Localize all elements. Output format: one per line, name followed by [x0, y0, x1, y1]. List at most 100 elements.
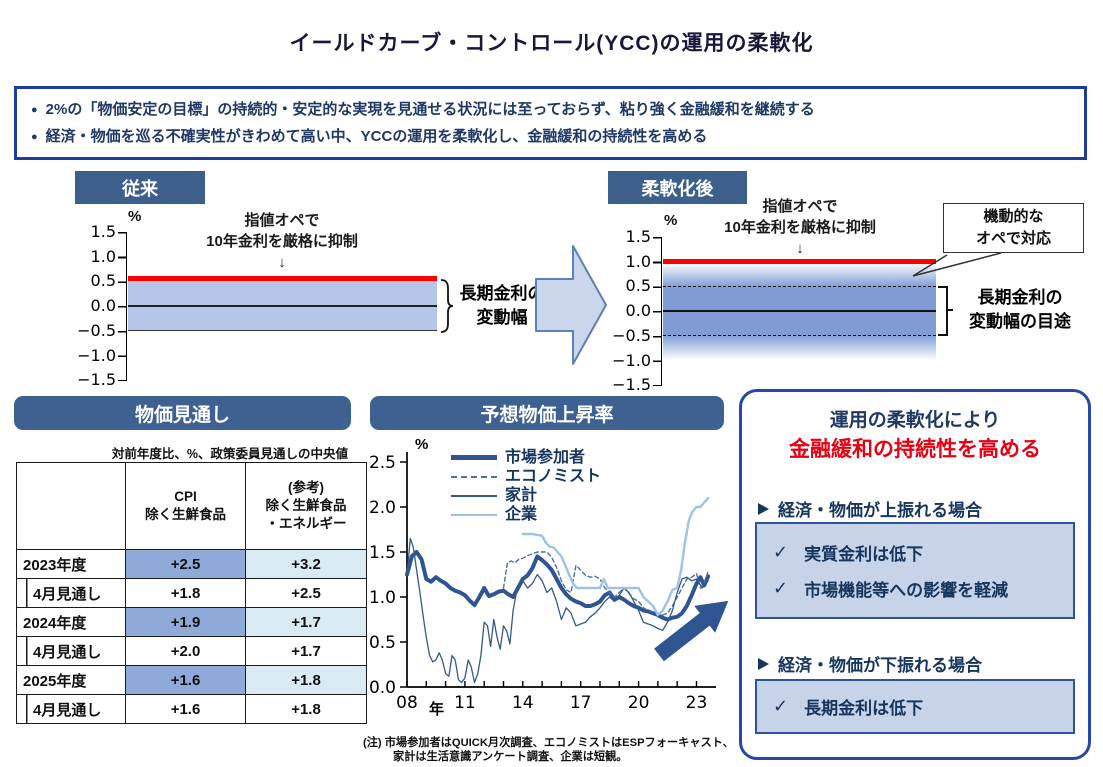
before-y-axis — [118, 232, 127, 381]
y-tick: 1.5 — [625, 227, 651, 246]
after-annotation-text: 指値オペで 10年金利を厳格に抑制 — [724, 198, 876, 236]
y-tick: −1.0 — [77, 346, 116, 365]
before-annotation: 指値オペで 10年金利を厳格に抑制 ↓ — [157, 210, 407, 294]
y-tick: −1.5 — [77, 370, 116, 389]
check-item-label: 長期金利は低下 — [804, 699, 924, 718]
svg-text:1.5: 1.5 — [369, 543, 396, 563]
table-row: 2025年度 +1.6 +1.8 — [16, 665, 367, 695]
cpi-value: +2.5 — [125, 549, 246, 579]
y-tick: 0.5 — [625, 276, 651, 295]
check-item: ✓ 実質金利は低下 — [773, 540, 1073, 565]
after-y-axis — [653, 237, 662, 386]
table-row: 4月見通し +2.0 +1.7 — [16, 636, 367, 666]
table-row: 4月見通し +1.6 +1.8 — [16, 694, 367, 724]
down-arrow-icon: ↓ — [796, 240, 804, 257]
row-label: 4月見通し — [16, 694, 126, 724]
y-tick: 0.0 — [90, 296, 116, 315]
table-note: 対前年度比、%、政策委員見通しの中央値 — [111, 447, 348, 461]
panel-title-line2: 金融緩和の持続性を高める — [789, 438, 1041, 461]
header-ref: (参考) 除く生鮮食品 ・エネルギー — [245, 462, 367, 550]
case-downside-box: ✓ 長期金利は低下 — [755, 679, 1075, 734]
case-upside: 経済・物価が上振れる場合 — [758, 496, 982, 521]
summary-bullet-2: ● 経済・物価を巡る不確実性がきわめて高い中、YCCの運用を柔軟化し、金融緩和の… — [29, 126, 1072, 148]
chart-legend: 市場参加者 エコノミスト 家計 企業 — [451, 448, 651, 524]
check-icon: ✓ — [773, 696, 789, 716]
after-band-fade-top — [663, 264, 936, 286]
inflation-chart-svg: 0.0 0.5 1.0 1.5 2.0 2.5 08 11 14 17 20 23 年% — [369, 436, 729, 718]
y-tick: −1.0 — [612, 351, 651, 370]
legend-line-sample — [451, 513, 497, 516]
inflation-expectations-chart: 0.0 0.5 1.0 1.5 2.0 2.5 08 11 14 17 20 23 年% — [363, 432, 735, 734]
y-tick: 1.5 — [90, 222, 116, 241]
row-label: 4月見通し — [16, 578, 126, 608]
check-item-label: 市場機能等への影響を軽減 — [804, 581, 1009, 601]
case-downside-label: 経済・物価が下振れる場合 — [778, 656, 982, 675]
footnote-line-2: 家計は生活意識アンケート調査、企業は短観。 — [393, 751, 628, 763]
before-y-axis-labels: 1.5 1.0 0.5 0.0 −0.5 −1.0 −1.5 — [74, 222, 116, 389]
check-icon: ✓ — [773, 541, 789, 562]
svg-text:23: 23 — [686, 693, 708, 713]
svg-text:14: 14 — [512, 693, 534, 713]
before-unit-label: % — [128, 208, 142, 225]
y-tick: 1.0 — [90, 247, 116, 266]
summary-bullet-1: ● 2%の「物価安定の目標」の持続的・安定的な実現を見通せる状況には至っておらず… — [29, 99, 1072, 121]
after-annotation: 指値オペで 10年金利を厳格に抑制 ↓ — [675, 196, 925, 280]
case-upside-label: 経済・物価が上振れる場合 — [778, 501, 982, 520]
after-unit-label: % — [664, 212, 678, 229]
table-header-row: CPI 除く生鮮食品 (参考) 除く生鮮食品 ・エネルギー — [16, 462, 367, 550]
cpi-value: +2.0 — [125, 636, 246, 666]
svg-text:年: 年 — [429, 700, 444, 718]
square-bracket-icon — [938, 286, 953, 336]
y-tick: 1.0 — [625, 252, 651, 271]
before-cap-red-line — [128, 276, 437, 281]
y-tick: 0.0 — [625, 301, 651, 320]
legend-line-sample — [451, 475, 497, 478]
chart-footnote: (注) 市場参加者はQUICK月次調査、エコノミストはESPフォーキャスト、 家… — [363, 736, 745, 764]
y-tick: −0.5 — [612, 326, 651, 345]
legend-line-sample — [451, 455, 497, 460]
check-item-label: 実質金利は低下 — [804, 544, 924, 564]
after-zero-line — [663, 310, 936, 312]
legend-label: エコノミスト — [505, 467, 602, 485]
legend-item: 企業 — [451, 505, 651, 524]
footnote-line-1: (注) 市場参加者はQUICK月次調査、エコノミストはESPフォーキャスト、 — [363, 737, 734, 749]
after-y-axis-labels: 1.5 1.0 0.5 0.0 −0.5 −1.0 −1.5 — [609, 227, 651, 394]
section-header-expected-inflation: 予想物価上昇率 — [370, 396, 724, 430]
badge-conventional: 従来 — [75, 171, 205, 204]
summary-bullet-1-text: 2%の「物価安定の目標」の持続的・安定的な実現を見通せる状況には至っておらず、粘… — [45, 100, 815, 118]
legend-item: 家計 — [451, 486, 651, 505]
bullet-icon: ● — [31, 130, 38, 143]
arrowhead-icon — [758, 502, 769, 515]
cpi-value: +1.6 — [125, 665, 246, 695]
legend-label: 企業 — [505, 505, 538, 523]
svg-text:2.0: 2.0 — [369, 498, 396, 518]
table-row: 4月見通し +1.8 +2.5 — [16, 578, 367, 608]
svg-text:0.5: 0.5 — [369, 633, 396, 653]
ref-value: +1.8 — [245, 665, 367, 695]
legend-line-sample — [451, 494, 497, 497]
after-bracket-label: 長期金利の 変動幅の目途 — [969, 288, 1071, 331]
before-bracket-label: 長期金利の 変動幅 — [459, 284, 545, 327]
before-annotation-text: 指値オペで 10年金利を厳格に抑制 — [206, 212, 358, 250]
check-item: ✓ 長期金利は低下 — [773, 694, 1073, 719]
case-downside: 経済・物価が下振れる場合 — [758, 651, 982, 676]
summary-box: ● 2%の「物価安定の目標」の持続的・安定的な実現を見通せる状況には至っておらず… — [14, 86, 1087, 160]
curly-brace-icon — [440, 279, 454, 333]
section-header-price-outlook: 物価見通し — [14, 396, 351, 430]
cpi-value: +1.9 — [125, 607, 246, 637]
cpi-value: +1.8 — [125, 578, 246, 608]
callout-flexible-ope: 機動的な オペで対応 — [943, 203, 1084, 253]
row-label: 2025年度 — [16, 665, 126, 695]
y-tick: −1.5 — [612, 375, 651, 394]
svg-text:11: 11 — [454, 693, 476, 713]
cpi-value: +1.6 — [125, 694, 246, 724]
svg-text:08: 08 — [396, 693, 418, 713]
ref-value: +1.8 — [245, 694, 367, 724]
case-upside-box: ✓ 実質金利は低下 ✓ 市場機能等への影響を軽減 — [755, 522, 1075, 619]
svg-text:2.5: 2.5 — [369, 453, 396, 473]
svg-text:0.0: 0.0 — [369, 678, 396, 698]
svg-text:20: 20 — [628, 693, 650, 713]
after-cap-red-line — [663, 259, 936, 264]
legend-label: 家計 — [505, 486, 538, 504]
